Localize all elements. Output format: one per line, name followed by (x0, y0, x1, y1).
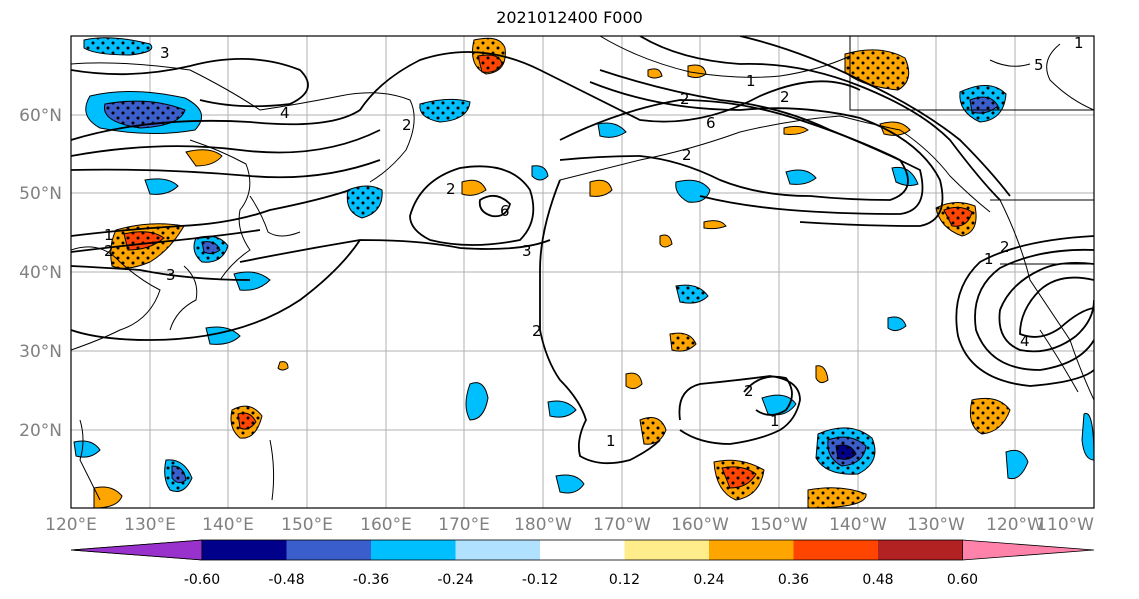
lon-label: 140°W (829, 515, 887, 535)
contour-labels: 3 4 1 2 3 6 2 3 2 1 2 1 2 5 1 2 6 2 2 1 (104, 34, 1084, 450)
lat-label: 40°N (19, 263, 62, 283)
longitude-labels: 120°E 130°E 140°E 150°E 160°E 170°E 180°… (45, 515, 1094, 535)
colorbar-segment (371, 540, 456, 560)
lon-label: 170°E (438, 515, 490, 535)
negative-anomaly-patch (891, 166, 919, 187)
lon-label: 130°W (907, 515, 965, 535)
contour-label: 1 (984, 250, 994, 268)
positive-anomaly-patch (625, 372, 643, 390)
map-title: 2021012400 F000 (496, 8, 643, 27)
lon-label: 130°E (124, 515, 176, 535)
colorbar-label: 0.24 (693, 572, 724, 588)
colorbar-segment (455, 540, 540, 560)
contour-label: 1 (1074, 34, 1084, 52)
colorbar-label: 0.12 (609, 572, 640, 588)
negative-anomaly-patch (597, 122, 627, 138)
lon-label: 180°W (514, 515, 572, 535)
contour-label: 6 (500, 202, 510, 220)
contour-label: 2 (682, 146, 692, 164)
colorbar-label: -0.36 (353, 572, 389, 588)
contour-label: 3 (166, 266, 176, 284)
positive-anomaly-patch (703, 220, 727, 230)
contour-label: 2 (780, 88, 790, 106)
negative-anomaly-patch (887, 316, 907, 332)
contour-label: 2 (104, 242, 114, 260)
colorbar-label: -0.48 (268, 572, 304, 588)
contour-label: 3 (522, 242, 532, 260)
lon-label: 120°W (986, 515, 1044, 535)
lon-label: 170°W (593, 515, 651, 535)
colorbar-label: -0.12 (522, 572, 558, 588)
colorbar-extend-low (70, 539, 203, 561)
positive-anomaly-patch (589, 179, 613, 197)
negative-anomaly-patch (785, 169, 817, 185)
latitude-labels: 60°N 50°N 40°N 30°N 20°N (19, 106, 62, 441)
lon-label: 160°E (360, 515, 412, 535)
positive-anomaly-patch (185, 149, 223, 167)
lon-label: 160°W (671, 515, 729, 535)
lon-label: 140°E (202, 515, 254, 535)
positive-anomaly-patch (461, 179, 487, 196)
contour-label: 2 (1000, 238, 1010, 256)
coastlines (71, 36, 1094, 501)
positive-anomaly-patch (783, 125, 809, 135)
negative-anomaly-patch (144, 178, 179, 195)
negative-anomaly-patch (233, 271, 271, 291)
colorbar-label: 0.60 (947, 572, 978, 588)
contour-label: 3 (160, 44, 170, 62)
contour-label: 6 (706, 114, 716, 132)
contours (71, 36, 1094, 465)
lat-label: 30°N (19, 342, 62, 362)
colorbar-segment (793, 540, 878, 560)
colorbar-label: 0.48 (862, 572, 893, 588)
colorbar-segment (286, 540, 371, 560)
lon-label: 120°E (45, 515, 97, 535)
contour-label: 1 (606, 432, 616, 450)
positive-anomaly-patch (647, 68, 663, 79)
lat-label: 20°N (19, 421, 62, 441)
contour-label: 2 (446, 180, 456, 198)
contour-label: 1 (104, 226, 114, 244)
lon-label: 110°W (1036, 515, 1094, 535)
significance-stippling (84, 37, 1010, 508)
colorbar-label: 0.36 (778, 572, 809, 588)
contour-label: 4 (280, 104, 290, 122)
contour-label: 4 (1020, 332, 1030, 350)
contour-label: 2 (402, 116, 412, 134)
negative-anomaly-patch (531, 165, 549, 181)
colorbar-segment (540, 540, 625, 560)
contour-label: 2 (744, 382, 754, 400)
negative-anomaly-patch (547, 400, 577, 418)
colorbar-segment (624, 540, 709, 560)
negative-anomaly-patch (205, 326, 241, 345)
colorbar-extend-high (962, 540, 1094, 560)
positive-anomaly-patch (659, 234, 673, 248)
contour-label: 1 (746, 72, 756, 90)
colorbar-segment (878, 540, 963, 560)
lat-label: 60°N (19, 106, 62, 126)
colorbar-segment (202, 540, 287, 560)
contour-label: 2 (532, 322, 542, 340)
lon-label: 150°W (750, 515, 808, 535)
contour-label: 1 (770, 412, 780, 430)
positive-anomaly-patch (277, 361, 289, 371)
colorbar-label: -0.24 (437, 572, 473, 588)
contour-label: 2 (680, 90, 690, 108)
lon-label: 150°E (281, 515, 333, 535)
contour-label: 5 (1034, 56, 1044, 74)
negative-anomaly-patch (555, 474, 585, 494)
colorbar-segment (709, 540, 794, 560)
negative-anomaly-patch (1005, 449, 1029, 480)
negative-anomaly-patch (465, 382, 489, 421)
colorbar: -0.60 -0.48 -0.36 -0.24 -0.12 0.12 0.24 … (70, 539, 1095, 588)
lat-label: 50°N (19, 184, 62, 204)
map-plot-area: 3 4 1 2 3 6 2 3 2 1 2 1 2 5 1 2 6 2 2 1 (70, 34, 1095, 509)
map-frame (70, 35, 1095, 509)
colorbar-label: -0.60 (184, 572, 220, 588)
positive-anomaly-patch (815, 365, 829, 384)
